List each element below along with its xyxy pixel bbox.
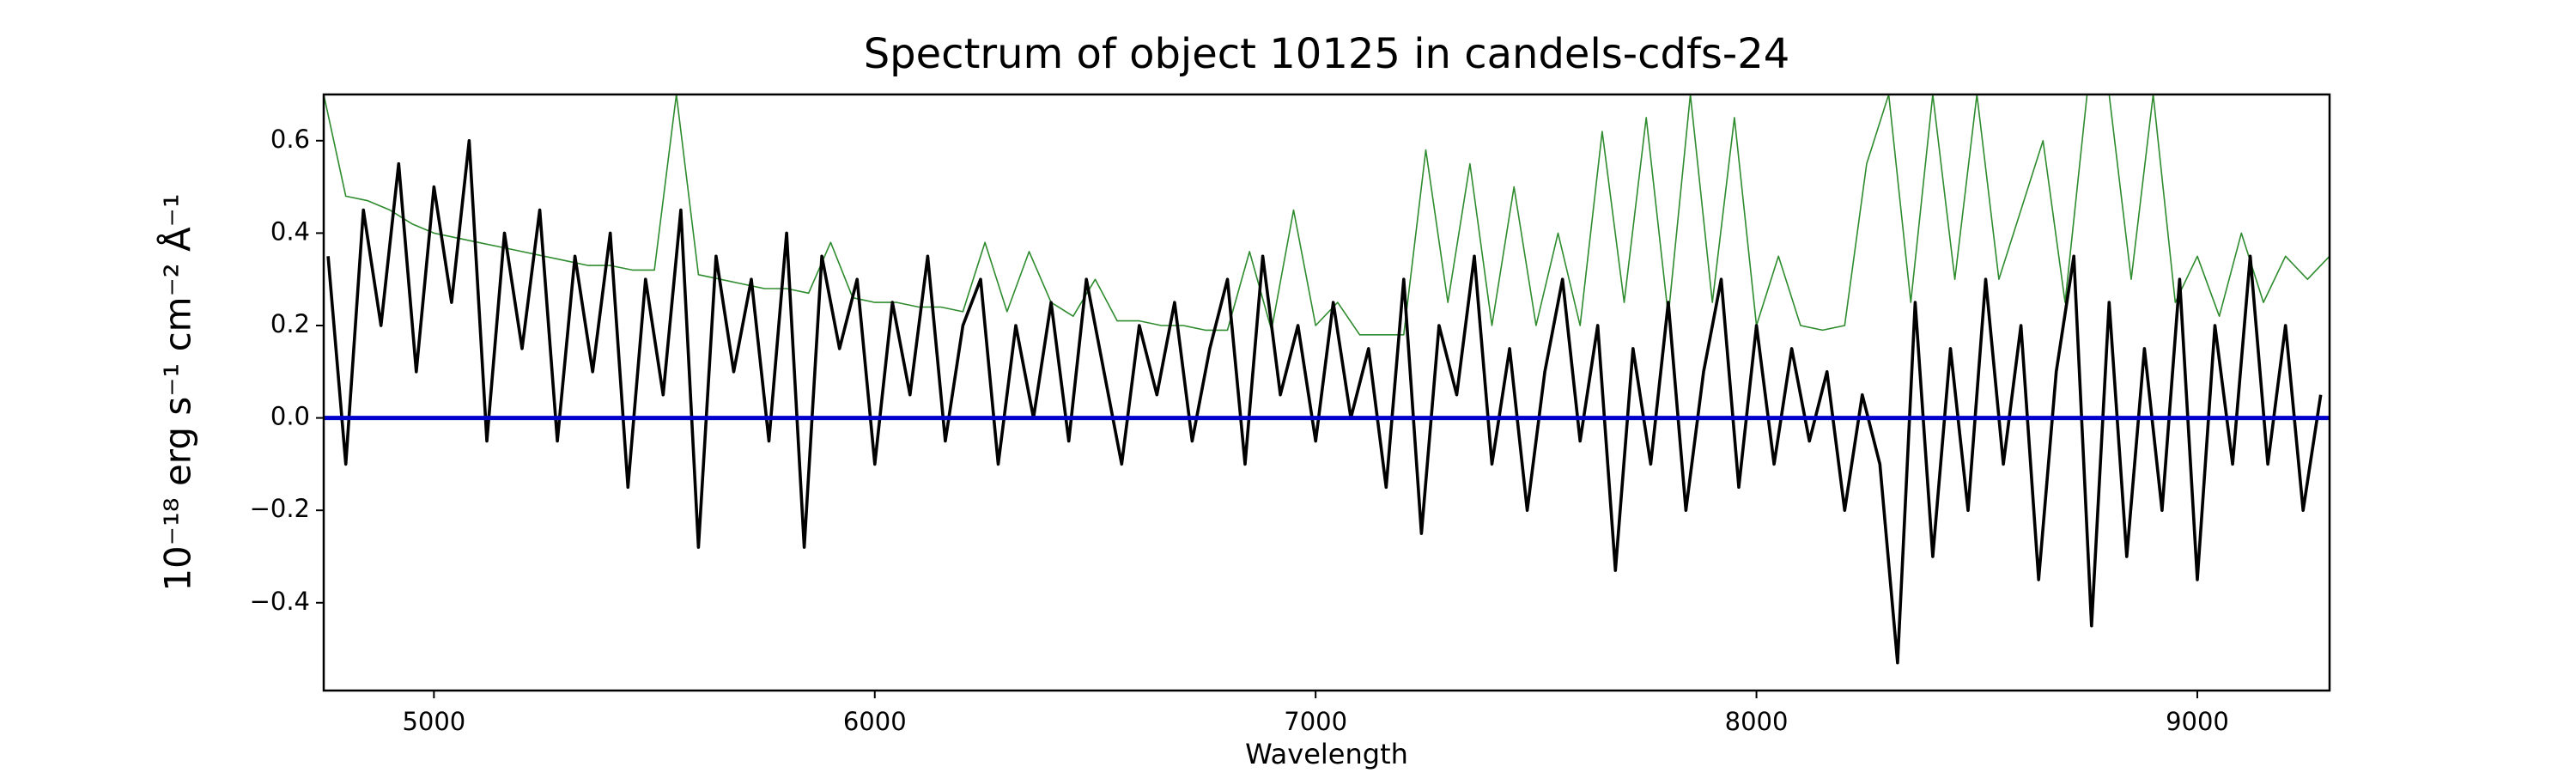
y-tick-label: −0.2 xyxy=(250,494,310,523)
plot-area xyxy=(324,94,2330,665)
y-tick-label: 0.6 xyxy=(270,125,310,154)
y-tick-label: 0.2 xyxy=(270,309,310,338)
y-tick-label: 0.0 xyxy=(270,402,310,431)
x-tick-label: 9000 xyxy=(2166,707,2229,736)
y-tick-label: −0.4 xyxy=(250,587,310,616)
x-tick-label: 7000 xyxy=(1284,707,1347,736)
spectrum-line xyxy=(326,139,2323,665)
chart-title: Spectrum of object 10125 in candels-cdfs… xyxy=(864,30,1790,78)
x-tick-label: 5000 xyxy=(402,707,465,736)
x-axis-label: Wavelength xyxy=(1245,738,1408,770)
x-tick-label: 8000 xyxy=(1725,707,1789,736)
x-tick-label: 6000 xyxy=(843,707,907,736)
y-axis-label: 10⁻¹⁸ erg s⁻¹ cm⁻² Å⁻¹ xyxy=(156,193,199,591)
spectrum-line xyxy=(324,94,2330,336)
y-tick-label: 0.4 xyxy=(270,216,310,246)
plot-frame xyxy=(322,93,2331,692)
